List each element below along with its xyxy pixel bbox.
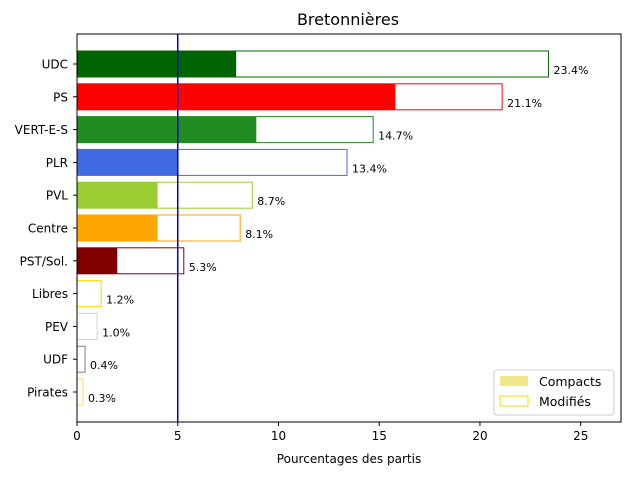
y-tick-label-plr: PLR — [46, 156, 68, 170]
legend: Compacts Modifiés — [493, 369, 615, 416]
y-tick-label-libres: Libres — [32, 287, 68, 301]
bar-compacts-plr — [77, 149, 178, 176]
bar-compacts-pst-sol — [77, 247, 118, 274]
y-tick-label-udf: UDF — [43, 353, 68, 367]
x-tick-label-5: 5 — [174, 429, 182, 443]
legend-swatch-compacts — [500, 376, 528, 386]
bar-compacts-pvl — [77, 182, 158, 209]
x-tick-label-0: 0 — [73, 429, 81, 443]
y-tick-label-pirates: Pirates — [27, 386, 68, 400]
x-tick-label-20: 20 — [472, 429, 487, 443]
data-label-pvl: 8.7% — [257, 195, 285, 208]
bar-compacts-udc — [77, 51, 237, 77]
x-tick-label-15: 15 — [372, 429, 387, 443]
y-tick-label-vert-e-s: VERT-E-S — [15, 123, 68, 137]
data-label-udf: 0.4% — [90, 359, 118, 372]
plot-bars: 23.4% 21.1% 14.7% 13.4% 8.7% 8.1% 5.3% 1.2% 1.0%… — [76, 50, 588, 406]
bar-compacts-ps — [77, 83, 396, 110]
x-tick-label-10: 10 — [271, 429, 286, 443]
x-axis: 0 5 10 15 20 25 — [73, 422, 588, 443]
data-label-ps: 21.1% — [507, 97, 542, 110]
x-axis-label: Pourcentages des partis — [277, 452, 421, 466]
data-label-libres: 1.2% — [106, 294, 134, 307]
bar-modifies-libres — [76, 280, 102, 308]
y-tick-label-udc: UDC — [42, 58, 68, 72]
legend-label-modifi-s: Modifiés — [539, 394, 591, 409]
y-tick-label-pvl: PVL — [46, 189, 68, 203]
data-label-centre: 8.1% — [245, 228, 273, 241]
y-axis: UDC PS VERT-E-S PLR PVL Centre PST/Sol. Libres P… — [15, 58, 77, 400]
data-label-pst-sol: 5.3% — [189, 261, 217, 274]
y-tick-label-ps: PS — [53, 90, 68, 104]
bar-compacts-centre — [77, 215, 158, 241]
bar-compacts-vert-e-s — [77, 116, 257, 143]
bar-modifies-pirates — [76, 378, 84, 406]
data-label-pirates: 0.3% — [88, 392, 116, 405]
y-tick-label-centre: Centre — [28, 222, 68, 236]
bar-modifies-udf — [76, 345, 86, 373]
chart-title: Bretonnières — [297, 10, 399, 29]
y-tick-label-pev: PEV — [45, 320, 69, 334]
data-label-vert-e-s: 14.7% — [378, 130, 413, 143]
y-tick-label-pst-sol: PST/Sol. — [20, 254, 68, 268]
data-label-udc: 23.4% — [553, 64, 588, 77]
bar-modifies-pev — [76, 312, 98, 340]
x-tick-label-25: 25 — [573, 429, 588, 443]
data-label-pev: 1.0% — [102, 326, 130, 339]
data-label-plr: 13.4% — [352, 162, 387, 175]
legend-swatch-modifi-s — [499, 395, 529, 407]
legend-label-compacts: Compacts — [539, 374, 601, 389]
